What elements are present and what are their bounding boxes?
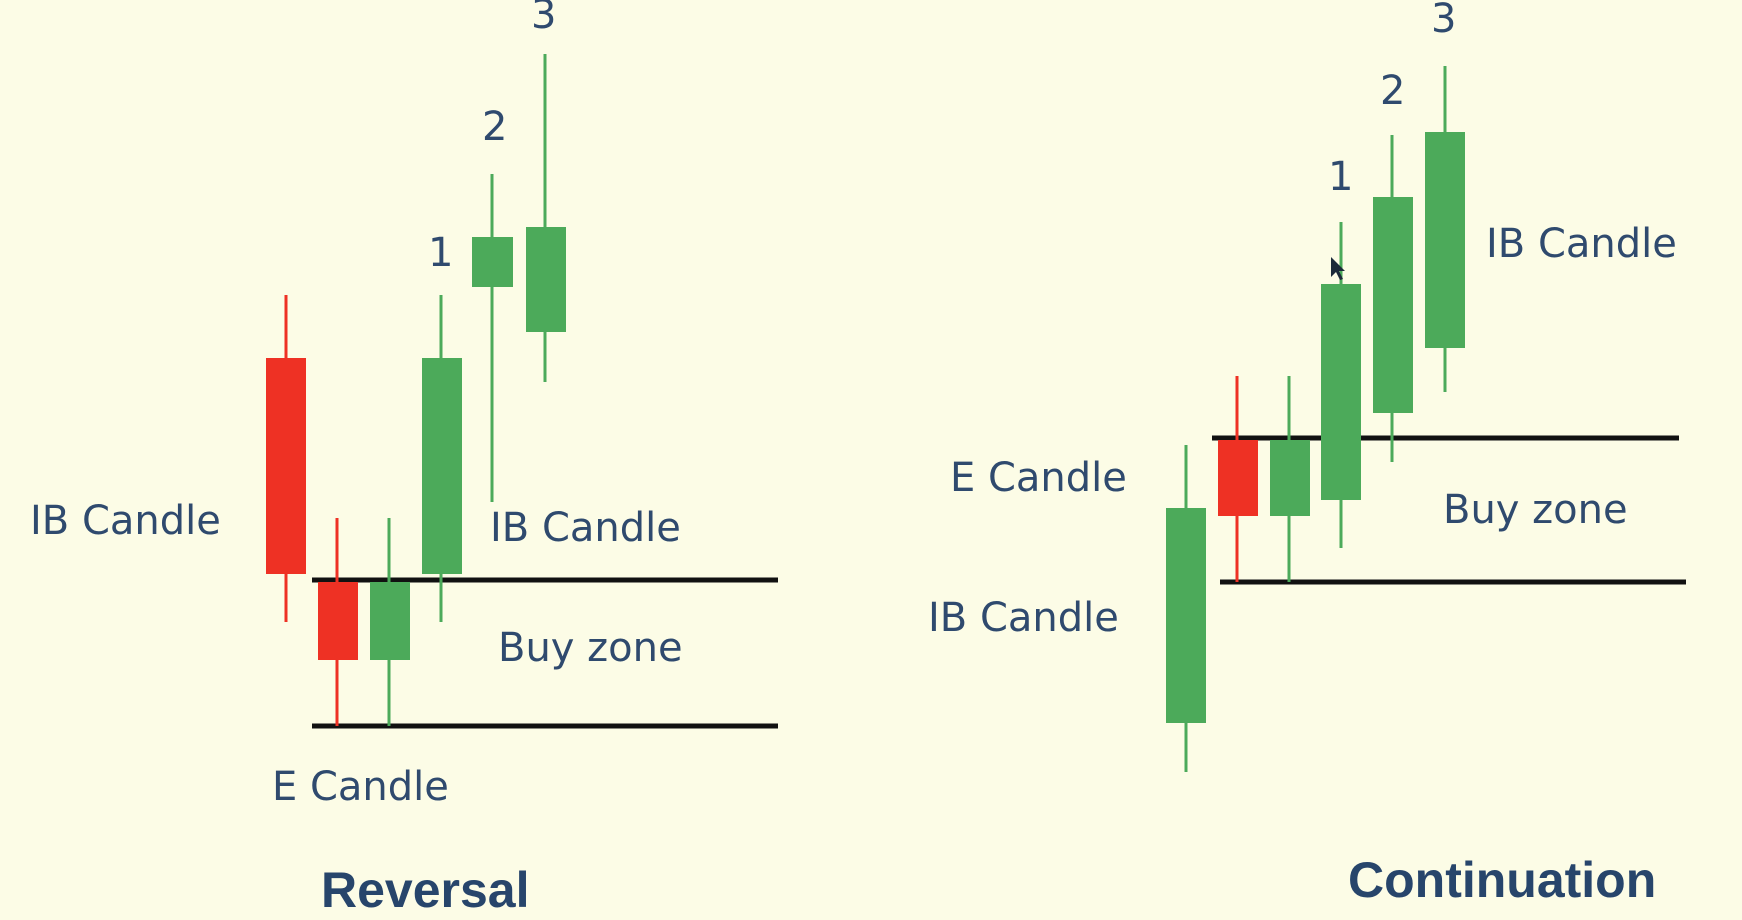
- continuation-ib-candle-label-lower: IB Candle: [928, 595, 1119, 641]
- continuation-candle-ib-green: [1166, 445, 1206, 772]
- reversal-e-candle-label: E Candle: [272, 764, 449, 810]
- reversal-ib-candle-label-right: IB Candle: [490, 505, 681, 551]
- reversal-candle-e-red: [318, 518, 358, 726]
- continuation-ib-candle-label-upper: IB Candle: [1486, 221, 1677, 267]
- reversal-candle-e-green: [370, 518, 410, 726]
- reversal-title: Reversal: [321, 862, 530, 918]
- reversal-candle-1: [472, 174, 513, 502]
- reversal-buy-zone-label: Buy zone: [498, 625, 683, 671]
- mouse-cursor-icon: [1331, 257, 1345, 280]
- continuation-candle-3: [1425, 66, 1465, 392]
- reversal-number-3: 3: [531, 0, 556, 38]
- reversal-candle-ib-red: [266, 295, 306, 622]
- continuation-title: Continuation: [1348, 852, 1656, 908]
- reversal-ib-candle-label-left: IB Candle: [30, 498, 221, 544]
- reversal-candle-ib-green: [422, 295, 462, 622]
- reversal-candle-3: [526, 54, 566, 382]
- reversal-number-1: 1: [428, 230, 453, 276]
- continuation-panel: E Candle IB Candle IB Candle Buy zone 1 …: [928, 0, 1686, 908]
- continuation-number-3: 3: [1431, 0, 1456, 42]
- continuation-number-2: 2: [1380, 68, 1405, 114]
- reversal-number-2: 2: [482, 104, 507, 150]
- continuation-candle-e-green: [1270, 376, 1310, 582]
- reversal-panel: IB Candle IB Candle Buy zone E Candle 1 …: [30, 0, 778, 918]
- continuation-candle-2: [1373, 135, 1413, 462]
- continuation-e-candle-label: E Candle: [950, 455, 1127, 501]
- continuation-number-1: 1: [1328, 154, 1353, 200]
- continuation-candle-e-red: [1218, 376, 1258, 582]
- continuation-buy-zone-label: Buy zone: [1443, 487, 1628, 533]
